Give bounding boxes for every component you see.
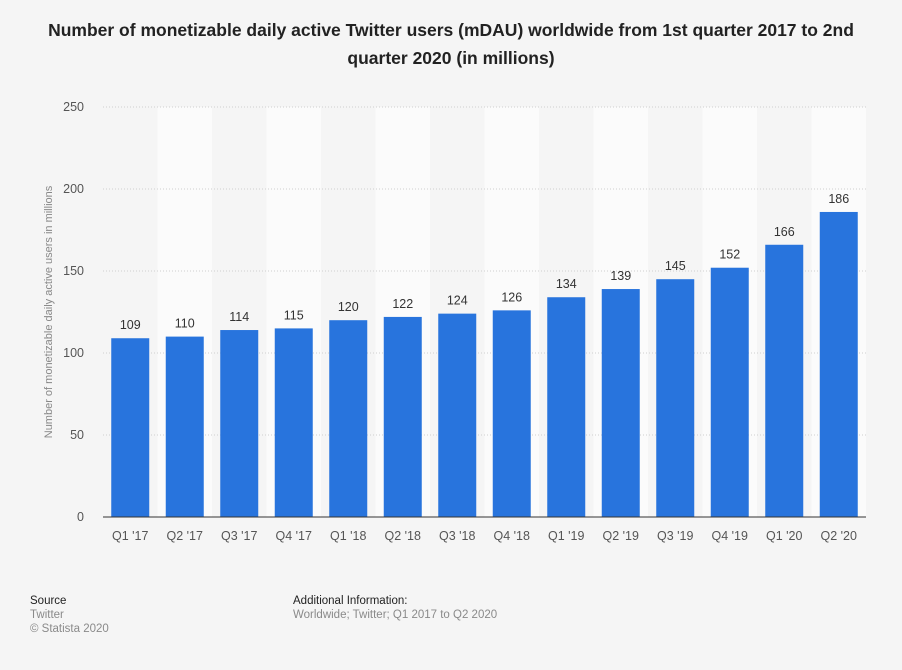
- data-label: 124: [447, 294, 468, 308]
- y-tick-label: 50: [70, 428, 84, 442]
- y-tick-label: 250: [63, 100, 84, 114]
- bar: [383, 316, 422, 517]
- data-label: 166: [774, 225, 795, 239]
- additional-info-value: Worldwide; Twitter; Q1 2017 to Q2 2020: [293, 609, 498, 621]
- additional-info-heading: Additional Information:: [293, 595, 408, 607]
- data-label: 122: [392, 297, 413, 311]
- data-label: 145: [665, 259, 686, 273]
- bar: [656, 279, 695, 517]
- bar: [438, 313, 477, 517]
- data-label: 126: [501, 290, 522, 304]
- x-tick-label: Q1 '20: [766, 529, 802, 543]
- data-label: 152: [719, 248, 740, 262]
- source-value: Twitter: [30, 609, 64, 621]
- bar: [111, 338, 150, 517]
- x-tick-label: Q4 '17: [276, 529, 312, 543]
- data-label: 134: [556, 277, 577, 291]
- source-heading: Source: [30, 595, 67, 607]
- y-tick-label: 100: [63, 346, 84, 360]
- bar: [601, 289, 640, 517]
- x-tick-label: Q3 '17: [221, 529, 257, 543]
- data-label: 139: [610, 269, 631, 283]
- x-tick-label: Q4 '19: [712, 529, 748, 543]
- y-tick-label: 200: [63, 182, 84, 196]
- x-tick-label: Q1 '18: [330, 529, 366, 543]
- x-tick-label: Q1 '17: [112, 529, 148, 543]
- bar: [547, 297, 586, 517]
- x-tick-label: Q2 '20: [821, 529, 857, 543]
- x-tick-label: Q2 '18: [385, 529, 421, 543]
- bar: [274, 328, 313, 517]
- y-tick-label: 150: [63, 264, 84, 278]
- bar: [329, 320, 368, 517]
- data-label: 114: [229, 310, 249, 324]
- bar: [710, 267, 749, 517]
- bar: [765, 244, 804, 517]
- data-label: 109: [120, 318, 141, 332]
- x-tick-label: Q3 '18: [439, 529, 475, 543]
- y-axis-label: Number of monetizable daily active users…: [43, 185, 55, 438]
- bar: [220, 330, 259, 517]
- data-label: 120: [338, 300, 359, 314]
- data-label: 110: [175, 317, 195, 331]
- chart-title: Number of monetizable daily active Twitt…: [48, 20, 854, 68]
- y-tick-label: 0: [77, 510, 84, 524]
- bar: [819, 211, 858, 517]
- data-label: 115: [284, 308, 304, 322]
- x-tick-label: Q1 '19: [548, 529, 584, 543]
- bar: [492, 310, 531, 517]
- data-label: 186: [828, 192, 849, 206]
- x-tick-label: Q3 '19: [657, 529, 693, 543]
- x-tick-label: Q2 '17: [167, 529, 203, 543]
- bar: [165, 336, 204, 517]
- x-tick-label: Q4 '18: [494, 529, 530, 543]
- x-tick-label: Q2 '19: [603, 529, 639, 543]
- copyright: © Statista 2020: [30, 623, 109, 635]
